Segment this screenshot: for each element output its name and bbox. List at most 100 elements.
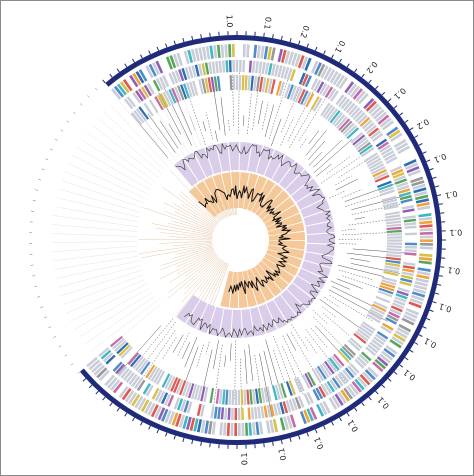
gene-tick	[362, 371, 374, 383]
leaf-line	[291, 324, 309, 351]
gene-tick	[251, 422, 256, 436]
leaf-line	[81, 139, 154, 186]
gene-tick	[174, 70, 182, 83]
gene-tick	[393, 299, 406, 306]
gene-tick	[305, 93, 315, 108]
scale-tick-minor	[58, 345, 62, 348]
gene-tick	[130, 112, 143, 126]
gene-tick	[385, 259, 401, 264]
leaf-line	[305, 130, 327, 156]
gene-tick	[131, 393, 141, 407]
gene-tick	[310, 78, 319, 91]
scale-tick	[323, 425, 326, 430]
gene-tick	[145, 384, 154, 397]
gene-tick	[147, 366, 158, 381]
gene-tick	[386, 253, 402, 258]
scale-tick	[298, 40, 301, 45]
scale-label: 0.1	[346, 418, 360, 434]
scale-tick	[263, 443, 265, 448]
gene-tick	[371, 338, 383, 349]
gene-tick	[326, 359, 338, 373]
gene-tick	[419, 220, 433, 225]
gene-tick	[239, 60, 242, 73]
gene-tick	[193, 418, 199, 432]
scale-tick	[173, 40, 176, 45]
gene-tick	[378, 287, 394, 295]
leaf-line	[310, 327, 328, 349]
gene-tick	[404, 249, 417, 253]
tree-branch	[159, 251, 215, 280]
gene-tick	[113, 85, 125, 98]
gene-tick	[186, 401, 193, 414]
scale-tick	[140, 54, 143, 59]
gene-tick	[382, 150, 395, 159]
gene-tick	[402, 208, 415, 213]
gene-tick	[145, 364, 156, 379]
leaf-line	[89, 300, 158, 353]
scale-tick	[409, 349, 414, 353]
inner-band-segment	[266, 213, 303, 232]
scale-label: 0.1	[432, 151, 447, 164]
leaf-line	[308, 151, 323, 166]
leaf-line	[196, 344, 205, 369]
gene-tick	[140, 86, 150, 98]
gene-tick	[304, 57, 312, 71]
gene-tick	[351, 381, 362, 393]
gene-tick	[138, 69, 148, 82]
leaf-line	[162, 70, 198, 149]
gene-tick	[357, 114, 368, 125]
gene-tick	[116, 83, 127, 96]
tree-branch	[181, 204, 217, 227]
scale-tick-minor	[40, 306, 44, 308]
scale-tick	[440, 266, 445, 268]
gene-tick	[255, 421, 260, 435]
gene-tick	[333, 353, 345, 367]
gene-tick	[200, 419, 206, 434]
scale-tick	[368, 79, 372, 84]
gene-tick	[392, 302, 405, 310]
gene-tick	[346, 127, 360, 140]
gene-tick	[285, 400, 292, 413]
gene-tick	[165, 56, 173, 70]
gene-tick	[282, 401, 289, 414]
gene-tick	[322, 84, 331, 97]
gene-tick	[237, 407, 241, 420]
gene-tick	[383, 270, 399, 277]
leaf-line	[53, 250, 138, 261]
gene-tick	[386, 233, 402, 236]
gene-tick	[122, 370, 133, 381]
gene-tick	[372, 361, 384, 373]
gene-tick	[266, 404, 272, 418]
gene-tick	[386, 223, 402, 228]
gene-tick	[253, 75, 258, 92]
outer-band-segment	[264, 149, 285, 179]
gene-tick	[194, 64, 200, 77]
tree-branch	[181, 258, 221, 303]
outer-band-segment	[176, 294, 200, 324]
scale-tick	[399, 112, 404, 116]
gene-tick	[348, 104, 358, 116]
leaf-line	[117, 325, 162, 375]
gene-tick	[324, 106, 336, 120]
gene-tick	[171, 71, 179, 84]
gene-tick	[256, 76, 261, 92]
leaf-line	[350, 263, 401, 274]
scale-tick	[173, 435, 176, 440]
gene-tick	[415, 198, 430, 204]
leaf-line	[97, 117, 162, 175]
scale-tick	[426, 317, 431, 321]
gene-tick	[369, 341, 381, 351]
gene-tick	[162, 91, 172, 107]
gene-tick	[376, 331, 389, 340]
inner-band-segment	[196, 180, 222, 215]
gene-tick	[364, 152, 378, 163]
gene-tick	[373, 336, 385, 346]
outer-band-segment	[306, 233, 335, 244]
outer-band-segment	[194, 147, 214, 178]
scale-tick	[165, 43, 168, 48]
tree-branch	[159, 240, 213, 244]
gene-tick	[361, 351, 372, 362]
tree-branch	[172, 242, 213, 247]
leaf-line	[72, 155, 149, 195]
gene-tick	[207, 77, 213, 93]
